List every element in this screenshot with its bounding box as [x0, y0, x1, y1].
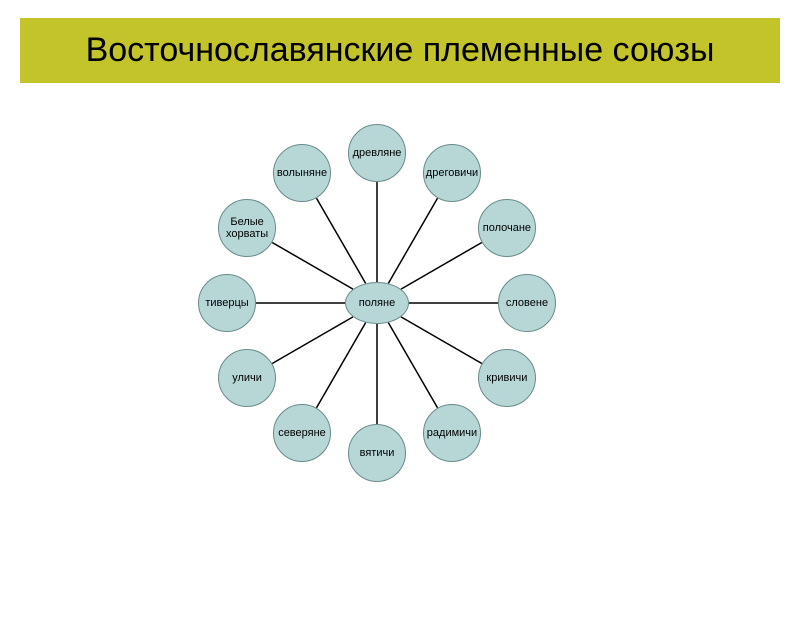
node-tivertsy: тиверцы: [198, 274, 256, 332]
node-belye-horvaty: Белые хорваты: [218, 199, 276, 257]
tribal-unions-diagram: древляне дреговичиполочане словене кривичир…: [0, 83, 800, 563]
page-title: Восточнославянские племенные союзы: [40, 30, 760, 71]
node-ulichi: уличи: [218, 349, 276, 407]
node-drevlyane: древляне: [348, 124, 406, 182]
title-bar: Восточнославянские племенные союзы: [20, 18, 780, 83]
node-dregovichi: дреговичи: [423, 144, 481, 202]
node-slovene: словене: [498, 274, 556, 332]
node-severyane: северяне: [273, 404, 331, 462]
node-polyane: поляне: [345, 282, 409, 324]
node-vyatichi: вятичи: [348, 424, 406, 482]
node-krivichi: кривичи: [478, 349, 536, 407]
node-volynyane: волыняне: [273, 144, 331, 202]
node-polochane: полочане: [478, 199, 536, 257]
node-radimichi: радимичи: [423, 404, 481, 462]
